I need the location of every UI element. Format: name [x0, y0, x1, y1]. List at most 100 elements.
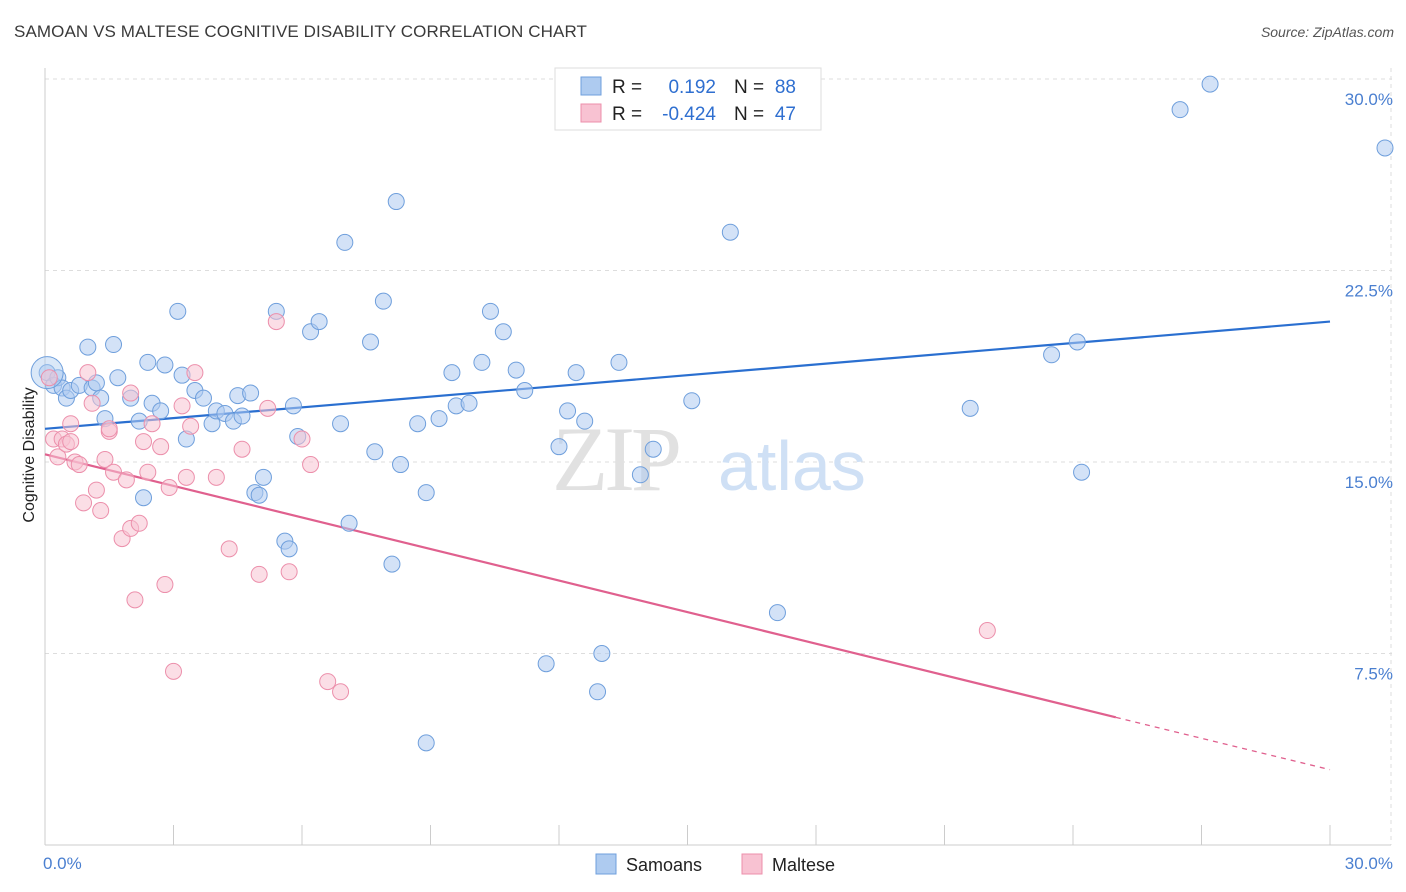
- samoans-point: [135, 489, 153, 507]
- samoans-point: [961, 399, 979, 417]
- maltese-point: [122, 384, 140, 402]
- samoans-point: [383, 555, 401, 573]
- maltese-point: [40, 369, 58, 387]
- y-tick-label: 7.5%: [1354, 665, 1393, 684]
- maltese-point: [126, 591, 144, 609]
- maltese-point: [70, 456, 88, 474]
- samoans-point: [1068, 333, 1086, 351]
- maltese-point: [165, 662, 182, 680]
- maltese-r-value: -0.424: [662, 104, 716, 125]
- samoans-point: [516, 382, 534, 400]
- maltese-n-label: N =: [734, 104, 764, 125]
- samoans-point: [366, 443, 384, 461]
- maltese-point: [75, 494, 93, 512]
- samoans-point: [139, 353, 157, 371]
- maltese-point: [152, 438, 170, 456]
- maltese-point: [293, 430, 311, 448]
- x-tick-label: 0.0%: [43, 854, 82, 873]
- samoans-point: [460, 394, 478, 412]
- samoans-n-label: N =: [734, 77, 764, 98]
- samoans-point: [1073, 463, 1091, 481]
- maltese-point: [100, 420, 118, 438]
- maltese-point: [177, 468, 195, 486]
- samoans-point: [1043, 346, 1061, 364]
- maltese-point: [182, 417, 200, 435]
- samoans-point: [340, 514, 358, 532]
- maltese-point: [173, 397, 191, 415]
- chart-title: SAMOAN VS MALTESE COGNITIVE DISABILITY C…: [14, 22, 588, 41]
- maltese-point: [143, 415, 161, 433]
- maltese-point: [92, 502, 110, 520]
- maltese-point: [319, 673, 337, 691]
- maltese-point: [220, 540, 238, 558]
- samoans-point: [169, 302, 187, 320]
- samoans-point: [593, 645, 611, 662]
- samoans-point: [156, 356, 174, 374]
- samoans-point: [374, 292, 392, 310]
- samoans-point: [683, 392, 701, 410]
- samoans-point: [550, 438, 568, 456]
- maltese-point: [186, 364, 204, 382]
- x-tick-label: 30.0%: [1345, 854, 1393, 873]
- samoans-point: [417, 734, 435, 752]
- samoans-point: [242, 384, 260, 402]
- samoans-point: [481, 302, 499, 320]
- maltese-point: [332, 683, 350, 701]
- samoans-trend-line: [44, 320, 1331, 430]
- maltese-point: [83, 394, 101, 412]
- samoans-point: [507, 361, 525, 379]
- source-label: Source: ZipAtlas.com: [1260, 24, 1394, 40]
- y-tick-label: 30.0%: [1345, 90, 1393, 109]
- samoans-point: [152, 402, 170, 420]
- maltese-trend-extension: [1115, 716, 1331, 771]
- maltese-n-value: 47: [775, 104, 796, 125]
- samoans-n-value: 88: [775, 77, 796, 98]
- y-axis-label: Cognitive Disability: [21, 387, 38, 522]
- samoans-point: [589, 683, 607, 701]
- maltese-points: [40, 313, 996, 701]
- samoans-point: [105, 336, 123, 354]
- samoans-point: [284, 397, 302, 415]
- samoans-point: [644, 440, 662, 458]
- maltese-legend-swatch: [741, 853, 763, 875]
- maltese-point: [978, 622, 996, 640]
- samoans-point: [721, 223, 739, 241]
- samoans-point: [1171, 101, 1189, 119]
- maltese-point: [87, 481, 105, 499]
- samoans-point: [417, 484, 435, 502]
- y-tick-label: 15.0%: [1345, 473, 1393, 492]
- samoans-point: [233, 407, 251, 425]
- samoans-points: [30, 75, 1394, 752]
- samoans-point: [409, 415, 427, 433]
- samoans-point: [362, 333, 380, 351]
- samoans-point: [280, 540, 298, 558]
- samoans-point: [392, 456, 410, 474]
- samoans-point: [1201, 75, 1219, 93]
- maltese-point: [280, 563, 298, 581]
- samoans-point: [194, 389, 212, 407]
- samoans-point: [332, 415, 350, 433]
- y-tick-label: 22.5%: [1345, 282, 1393, 301]
- samoans-point: [310, 313, 328, 331]
- maltese-point: [156, 576, 174, 594]
- maltese-point: [160, 479, 178, 497]
- samoans-point: [473, 353, 491, 371]
- maltese-point: [117, 471, 135, 489]
- samoans-point: [567, 364, 585, 382]
- stats-legend: R = 0.192 N = 88 R = -0.424 N = 47: [554, 67, 822, 131]
- samoans-point: [559, 402, 577, 420]
- maltese-point: [233, 440, 251, 458]
- samoans-point: [430, 410, 448, 428]
- samoans-point: [537, 655, 555, 673]
- maltese-point: [259, 399, 277, 417]
- trend-lines: [44, 320, 1331, 771]
- maltese-point: [207, 468, 225, 486]
- grid: [45, 68, 1392, 845]
- maltese-point: [62, 415, 80, 433]
- maltese-point: [130, 514, 148, 532]
- maltese-legend-label: Maltese: [772, 855, 835, 875]
- maltese-point: [49, 448, 67, 466]
- watermark-zip: ZIP: [552, 408, 679, 510]
- axes: 7.5% 15.0% 22.5% 30.0% 0.0% 30.0%: [43, 68, 1393, 873]
- maltese-r-label: R =: [612, 104, 642, 125]
